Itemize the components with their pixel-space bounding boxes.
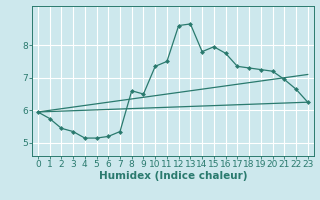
X-axis label: Humidex (Indice chaleur): Humidex (Indice chaleur) [99, 171, 247, 181]
